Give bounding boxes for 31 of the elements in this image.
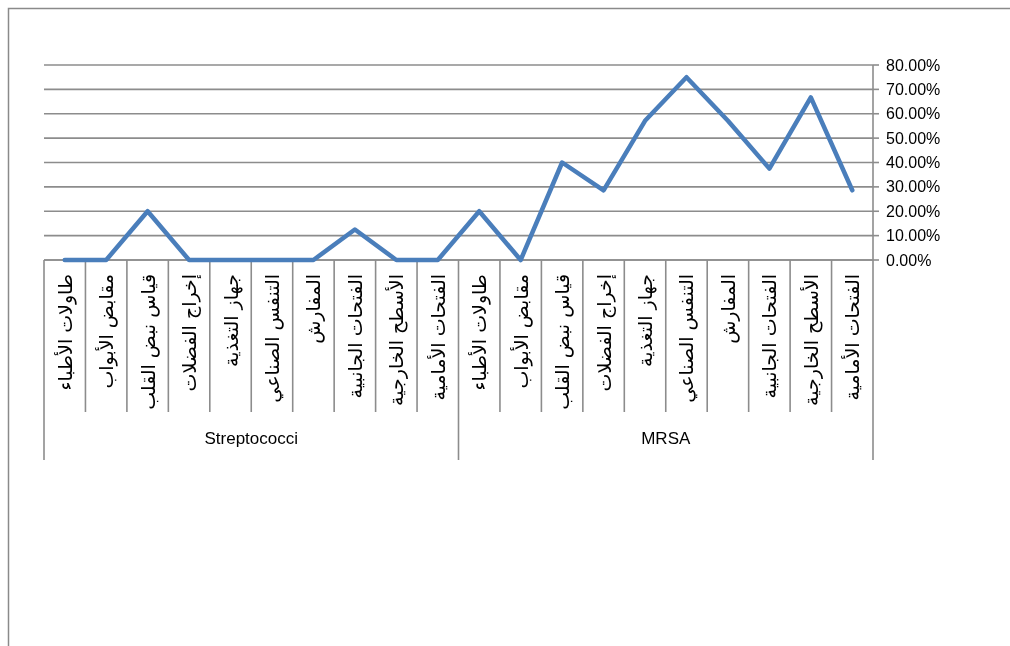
x-tick-label: المفارش [302, 274, 326, 344]
x-tick-label: الأسطح الخارجية [799, 274, 823, 406]
y-tick-label: 20.00% [886, 202, 941, 220]
y-tick-label: 50.00% [886, 129, 941, 147]
x-tick-label: إخراج الفضلات [592, 274, 617, 392]
y-tick-label: 80.00% [886, 56, 941, 74]
x-tick-label: الفتحات الجانبية [758, 274, 781, 399]
x-tick-label: جهاز التغذية [634, 274, 658, 367]
y-tick-label: 0.00% [886, 251, 932, 269]
x-tick-label: قياس نبض القلب [551, 274, 575, 410]
x-tick-label: قياس نبض القلب [136, 274, 160, 410]
x-tick-label: طاولات الأطباء [468, 274, 492, 391]
y-tick-label: 70.00% [886, 80, 941, 98]
x-tick-label: الفتحات الأمامية [426, 274, 449, 401]
x-tick-label: الفتحات الأمامية [841, 274, 864, 401]
x-tick-label: التنفس الصناعي [675, 274, 699, 403]
y-tick-label: 10.00% [886, 227, 941, 245]
x-tick-label: التنفس الصناعي [260, 274, 284, 403]
x-tick-label: مقابض الأبواب [509, 274, 533, 389]
y-tick-label: 60.00% [886, 105, 941, 123]
y-tick-label: 30.00% [886, 178, 941, 196]
text: MRSA [641, 428, 691, 448]
x-tick-label: الأسطح الخارجية [385, 274, 409, 406]
x-tick-label: جهاز التغذية [219, 274, 243, 367]
text: Streptococci [204, 428, 299, 448]
x-tick-label: مقابض الأبواب [95, 274, 119, 389]
x-tick-label: الفتحات الجانبية [343, 274, 366, 399]
y-tick-label: 40.00% [886, 154, 941, 171]
x-tick-label: إخراج الفضلات [178, 274, 203, 392]
x-tick-label: طاولات الأطباء [53, 274, 77, 391]
x-tick-label: المفارش [716, 274, 740, 344]
